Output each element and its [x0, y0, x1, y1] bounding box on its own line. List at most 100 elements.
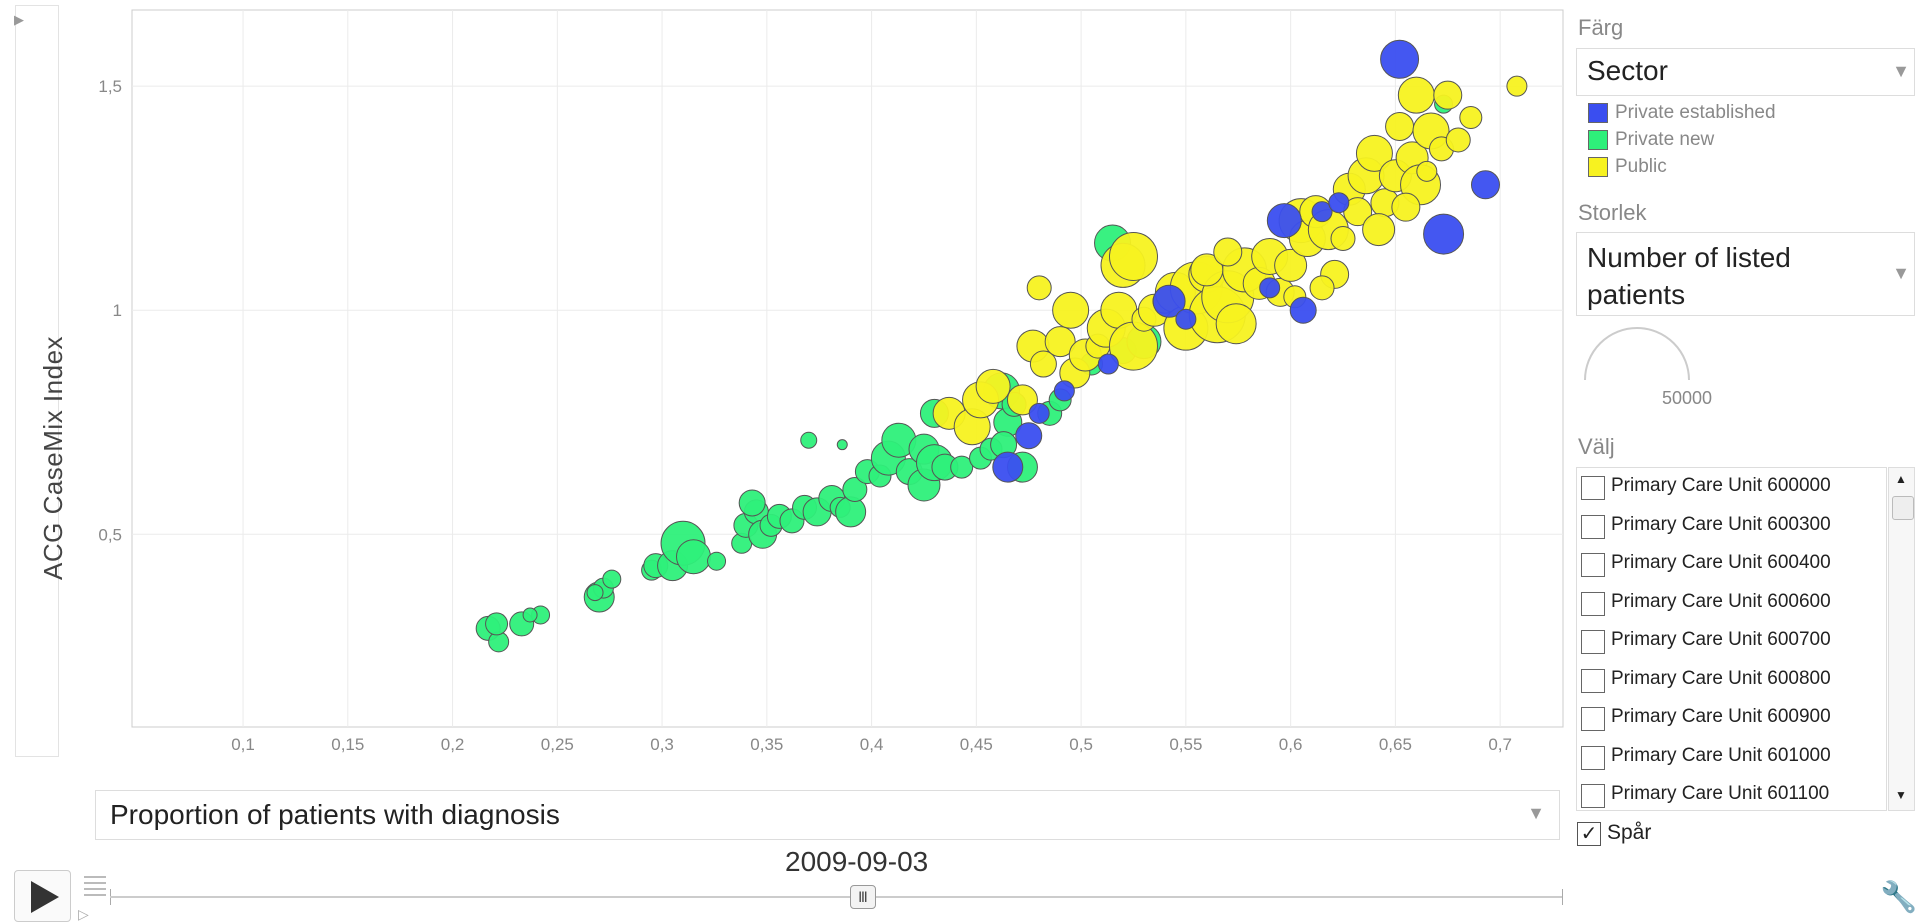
data-point[interactable]	[1266, 203, 1302, 239]
data-point[interactable]	[975, 368, 1011, 404]
data-point[interactable]	[1259, 277, 1281, 299]
x-tick-label: 0,1	[231, 735, 255, 754]
list-item[interactable]: Primary Care Unit 600600	[1577, 586, 1886, 624]
data-point[interactable]	[1355, 134, 1393, 172]
list-item-label: Primary Care Unit 601000	[1611, 744, 1831, 766]
data-point[interactable]	[1215, 303, 1257, 345]
data-point[interactable]	[586, 584, 604, 602]
data-point[interactable]	[1274, 248, 1308, 282]
checkbox[interactable]	[1581, 476, 1605, 500]
data-point[interactable]	[1397, 76, 1435, 114]
scroll-thumb[interactable]	[1892, 496, 1914, 520]
list-item[interactable]: Primary Care Unit 600400	[1577, 547, 1886, 585]
checkbox[interactable]	[1581, 668, 1605, 693]
bubble-chart[interactable]: 0,1 0,15 0,2 0,25 0,3 0,35 0,4 0,45 0,5 0,55 0,6 0,…	[0, 0, 1575, 780]
time-slider-thumb[interactable]: Ⅲ	[850, 885, 876, 909]
list-item[interactable]: Primary Care Unit 601100	[1577, 778, 1886, 810]
data-point[interactable]	[836, 439, 848, 451]
checkbox[interactable]	[1581, 745, 1605, 770]
data-point[interactable]	[1097, 353, 1119, 375]
size-selector[interactable]: Number of listed patients ▼	[1576, 232, 1915, 316]
data-point[interactable]	[602, 569, 622, 589]
data-point[interactable]	[1052, 291, 1090, 329]
data-point[interactable]	[1311, 201, 1333, 223]
x-tick-label: 0,15	[331, 735, 364, 754]
list-item[interactable]: Primary Care Unit 600900	[1577, 701, 1886, 739]
data-point[interactable]	[1190, 253, 1224, 287]
data-point[interactable]	[1445, 127, 1471, 153]
entity-list[interactable]: Primary Care Unit 600000 Primary Care Un…	[1576, 467, 1887, 811]
data-point[interactable]	[485, 612, 509, 636]
trails-checkbox[interactable]: ✓	[1577, 822, 1601, 846]
data-point[interactable]	[1026, 275, 1052, 301]
data-point[interactable]	[1330, 226, 1356, 252]
size-legend-arc-icon	[1584, 327, 1690, 381]
legend-swatch	[1588, 130, 1608, 150]
data-point[interactable]	[1470, 170, 1500, 200]
data-point[interactable]	[1385, 112, 1415, 142]
list-item-label: Primary Care Unit 600300	[1611, 513, 1831, 535]
checkbox[interactable]	[1581, 630, 1605, 654]
data-point[interactable]	[950, 455, 974, 479]
data-point[interactable]	[1391, 192, 1421, 222]
data-point[interactable]	[1309, 275, 1335, 301]
legend-swatch	[1588, 103, 1608, 123]
x-tick-label: 0,25	[541, 735, 574, 754]
x-tick-label: 0,5	[1069, 735, 1093, 754]
data-point[interactable]	[707, 551, 727, 571]
scroll-up-icon[interactable]: ▲	[1895, 472, 1907, 486]
legend-label: Public	[1615, 156, 1667, 177]
data-point[interactable]	[1506, 75, 1528, 97]
checkbox[interactable]	[1581, 707, 1605, 731]
time-slider-track[interactable]	[110, 896, 1563, 898]
y-axis-selector[interactable]	[15, 5, 59, 757]
data-point[interactable]	[1433, 80, 1463, 110]
color-selector[interactable]: Sector ▼	[1576, 48, 1915, 96]
data-point[interactable]	[1459, 106, 1483, 130]
data-point[interactable]	[842, 476, 868, 502]
list-scrollbar[interactable]: ▲ ▼	[1888, 467, 1915, 811]
plot-area	[131, 9, 1564, 728]
data-point[interactable]	[1328, 192, 1350, 214]
checkbox[interactable]	[1581, 784, 1605, 808]
speed-control-icon[interactable]	[84, 876, 106, 906]
data-point[interactable]	[1028, 402, 1050, 424]
data-point[interactable]	[1053, 380, 1075, 402]
list-item[interactable]: Primary Care Unit 600300	[1577, 509, 1886, 547]
y-tick-label: 1	[113, 301, 122, 320]
wrench-icon[interactable]: 🔧	[1880, 881, 1915, 914]
list-item-label: Primary Care Unit 600900	[1611, 706, 1831, 727]
data-point[interactable]	[1108, 231, 1158, 281]
data-point[interactable]	[522, 607, 538, 623]
data-point[interactable]	[992, 451, 1024, 483]
data-point[interactable]	[1362, 213, 1396, 247]
checkbox[interactable]	[1581, 553, 1605, 577]
list-item[interactable]: Primary Care Unit 600800	[1577, 663, 1886, 701]
scroll-down-icon[interactable]: ▼	[1895, 788, 1907, 802]
data-point[interactable]	[835, 496, 867, 528]
data-point[interactable]	[676, 539, 712, 575]
data-point[interactable]	[738, 489, 766, 517]
checkbox[interactable]	[1581, 514, 1605, 539]
data-point[interactable]	[1213, 237, 1243, 267]
data-point[interactable]	[1423, 213, 1465, 255]
data-point[interactable]	[1015, 422, 1043, 450]
data-point[interactable]	[1380, 39, 1420, 79]
data-point[interactable]	[1006, 384, 1038, 416]
play-button[interactable]	[14, 870, 71, 922]
data-point[interactable]	[1044, 326, 1076, 358]
color-selected-value: Sector	[1587, 55, 1668, 86]
x-axis-selector[interactable]: Proportion of patients with diagnosis ▼	[95, 790, 1560, 840]
list-item[interactable]: Primary Care Unit 600000	[1577, 470, 1886, 508]
data-point[interactable]	[800, 431, 818, 449]
data-point[interactable]	[1416, 160, 1438, 182]
data-point[interactable]	[1289, 296, 1317, 324]
y-axis-expand-icon[interactable]: ▶	[14, 12, 24, 27]
list-item[interactable]: Primary Care Unit 601000	[1577, 740, 1886, 778]
data-point[interactable]	[1029, 350, 1057, 378]
play-icon	[31, 881, 59, 913]
data-point[interactable]	[1175, 308, 1197, 330]
data-point[interactable]	[1152, 284, 1186, 318]
checkbox[interactable]	[1581, 591, 1605, 616]
list-item[interactable]: Primary Care Unit 600700	[1577, 624, 1886, 662]
